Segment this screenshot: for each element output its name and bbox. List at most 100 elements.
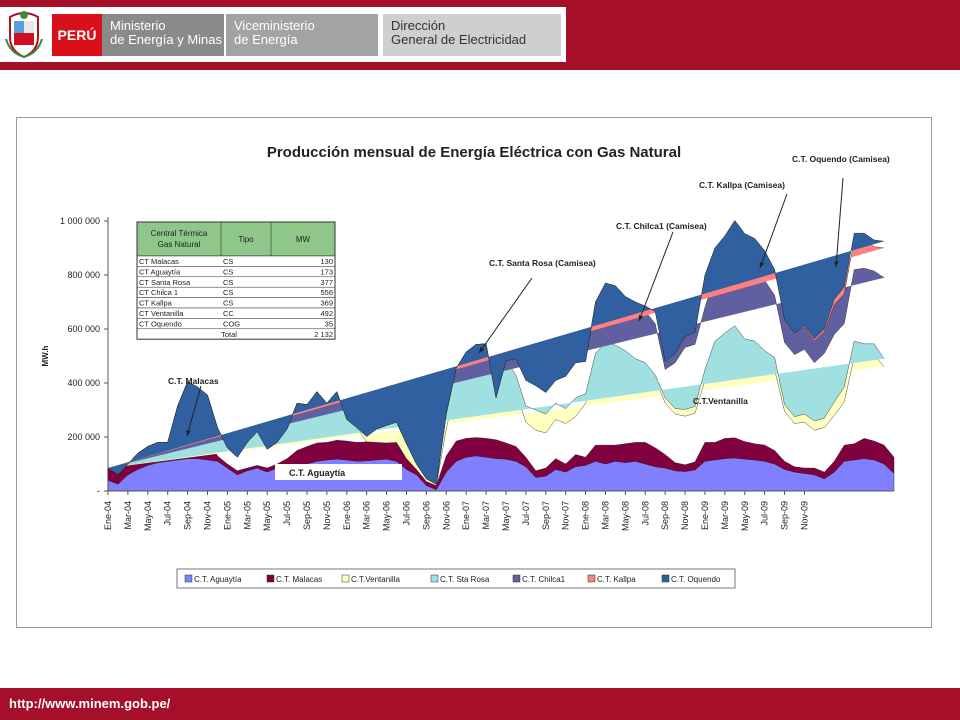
legend-label: C.T. Malacas <box>276 575 322 584</box>
brand-ministry-line2: de Energía y Minas <box>110 32 223 47</box>
table-header-2: Tipo <box>238 235 254 244</box>
y-tick-label: - <box>97 486 100 496</box>
x-tick-label: Nov-06 <box>441 501 451 530</box>
x-tick-label: Ene-05 <box>222 501 232 530</box>
x-tick-label: Sep-06 <box>421 501 431 530</box>
table-header-1a: Central Térmica <box>151 229 208 238</box>
table-cell-mw: 492 <box>320 309 333 318</box>
brand-peru: PERÚ <box>52 14 102 56</box>
annotation-arrow-line <box>759 193 788 269</box>
brand-vice: Viceministerio de Energía <box>226 14 378 56</box>
brand-direction: Dirección General de Electricidad <box>383 14 561 56</box>
x-tick-label: Ene-07 <box>461 501 471 530</box>
table-total-value: 2 132 <box>314 330 333 339</box>
x-tick-label: Nov-09 <box>799 501 809 530</box>
table-header-1b: Gas Natural <box>158 240 201 249</box>
table-cell-name: CT Santa Rosa <box>139 278 191 287</box>
legend-swatch <box>430 574 439 583</box>
annotation-label: C.T. Chilca1 (Camisea) <box>616 221 707 231</box>
x-tick-label: May-05 <box>262 501 272 531</box>
header-bar: PERÚ Ministerio de Energía y Minas Vicem… <box>0 0 960 70</box>
annotation-ventanilla: C.T.Ventanilla <box>693 396 748 406</box>
table-cell-name: CT Kallpa <box>139 299 173 308</box>
table-cell-type: COG <box>223 319 240 328</box>
brand-ministry-line1: Ministerio <box>110 18 166 33</box>
annotation-aguaytia-box <box>275 464 402 480</box>
x-tick-label: Sep-07 <box>541 501 551 530</box>
table-cell-name: CT Ventanilla <box>139 309 184 318</box>
table-cell-type: CS <box>223 257 233 266</box>
legend-label: C.T. Chilca1 <box>522 575 566 584</box>
x-tick-label: Nov-07 <box>561 501 571 530</box>
legend-swatch <box>266 574 275 583</box>
annotation-arrow-line <box>835 177 844 268</box>
x-tick-label: Jul-04 <box>163 501 173 526</box>
chart-svg: Producción mensual de Energía Eléctrica … <box>41 144 895 589</box>
x-tick-label: Jul-06 <box>401 501 411 526</box>
x-tick-label: Ene-08 <box>581 501 591 530</box>
y-tick-label: 200 000 <box>67 432 100 442</box>
y-axis-label: MW.h <box>41 345 50 366</box>
y-tick-label: 800 000 <box>67 270 100 280</box>
x-tick-label: Sep-04 <box>183 501 193 530</box>
x-tick-label: Jul-09 <box>760 501 770 526</box>
annotation-label: C.T. Malacas <box>168 376 219 386</box>
x-tick-label: May-06 <box>382 501 392 531</box>
brand-direction-line2: General de Electricidad <box>391 32 527 47</box>
x-tick-label: Mar-04 <box>123 501 133 530</box>
annotation-arrowhead <box>759 262 765 268</box>
annotation-arrowhead <box>479 347 485 353</box>
brand-ministry: Ministerio de Energía y Minas <box>102 14 224 56</box>
coat-of-arms-icon <box>5 11 43 59</box>
table-cell-type: CS <box>223 278 233 287</box>
footer-url-link[interactable]: http://www.minem.gob.pe/ <box>9 696 171 711</box>
x-tick-label: Ene-09 <box>700 501 710 530</box>
x-tick-label: Jul-08 <box>640 501 650 526</box>
table-cell-mw: 377 <box>320 278 333 287</box>
x-tick-label: May-08 <box>620 501 630 531</box>
legend-swatch <box>661 574 670 583</box>
x-tick-label: Mar-05 <box>242 501 252 530</box>
legend-label: C.T. Kallpa <box>597 575 636 584</box>
legend-box <box>176 568 736 589</box>
brand-strip: PERÚ Ministerio de Energía y Minas Vicem… <box>0 7 566 62</box>
table-border <box>136 221 336 340</box>
table-cell-type: CS <box>223 299 233 308</box>
table-cell-mw: 369 <box>320 299 333 308</box>
table-cell-mw: 35 <box>325 319 333 328</box>
legend-label: C.T. Sta Rosa <box>440 575 490 584</box>
table-header-3: MW <box>296 235 311 244</box>
y-tick-label: 600 000 <box>67 324 100 334</box>
table-cell-mw: 130 <box>320 257 333 266</box>
table-total-label: Total <box>221 330 237 339</box>
x-tick-label: Jul-05 <box>282 501 292 526</box>
chart-title: Producción mensual de Energía Eléctrica … <box>267 144 681 161</box>
annotation-arrowhead <box>186 430 191 436</box>
x-tick-label: Sep-09 <box>780 501 790 530</box>
table-cell-mw: 556 <box>320 288 333 297</box>
table-cell-type: CS <box>223 288 233 297</box>
legend-swatch <box>341 574 350 583</box>
table-cell-name: CT Chilca 1 <box>139 288 178 297</box>
x-tick-label: May-09 <box>740 501 750 531</box>
x-tick-label: Nov-08 <box>680 501 690 530</box>
annotation-arrow-line <box>638 231 674 322</box>
x-tick-label: Sep-05 <box>302 501 312 530</box>
table-cell-name: CT Malacas <box>139 257 179 266</box>
chart-frame: Producción mensual de Energía Eléctrica … <box>16 117 932 628</box>
annotation-arrow-line <box>186 385 202 437</box>
x-tick-label: Sep-08 <box>660 501 670 530</box>
x-tick-label: Nov-04 <box>202 501 212 530</box>
y-tick-label: 1 000 000 <box>60 216 100 226</box>
table-header-bg <box>136 221 336 257</box>
y-tick-label: 400 000 <box>67 378 100 388</box>
footer-bar: http://www.minem.gob.pe/ <box>0 688 960 720</box>
legend-label: C.T. Aguaytía <box>194 575 242 584</box>
x-tick-label: Nov-05 <box>322 501 332 530</box>
brand-vice-line2: de Energía <box>234 32 298 47</box>
area-series-6 <box>107 220 885 485</box>
x-tick-label: Mar-06 <box>362 501 372 530</box>
brand-direction-line1: Dirección <box>391 18 446 33</box>
x-tick-label: Mar-09 <box>720 501 730 530</box>
table-cell-type: CS <box>223 267 233 276</box>
